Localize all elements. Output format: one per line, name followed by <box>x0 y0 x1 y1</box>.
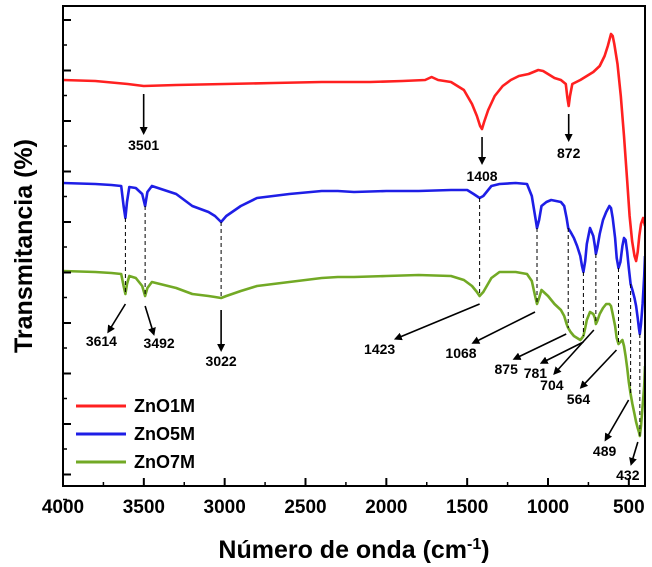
annotation-label: 489 <box>593 443 617 459</box>
guide-lines <box>124 198 641 436</box>
x-tick-label: 2000 <box>365 497 407 518</box>
y-ticks <box>63 19 71 501</box>
plot-frame <box>62 5 646 487</box>
annotation-arrow <box>629 441 639 466</box>
annotation-label: 3022 <box>206 353 237 369</box>
annotation-label: 3614 <box>86 333 117 349</box>
annotation-label: 3501 <box>128 137 159 153</box>
annotation-arrow <box>512 333 567 360</box>
series-line-1 <box>63 181 645 336</box>
annotation-875: 875 <box>495 333 567 377</box>
annotation-3492: 3492 <box>144 305 175 351</box>
annotation-arrow <box>393 303 480 341</box>
annotation-label: 781 <box>524 365 548 381</box>
annotation-arrow <box>579 349 618 389</box>
annotation-781: 781 <box>524 341 584 381</box>
x-tick-label: 500 <box>613 497 645 518</box>
legend-label-series-2: ZnO7M <box>134 452 195 472</box>
annotation-arrow <box>471 311 536 344</box>
x-tick-label: 3500 <box>123 497 165 518</box>
annotation-arrow <box>604 399 630 442</box>
annotation-arrow <box>144 305 156 336</box>
annotation-label: 432 <box>616 467 640 483</box>
annotation-label: 704 <box>540 377 564 393</box>
x-axis-title: Número de onda (cm-1) <box>218 536 489 564</box>
peak-annotations: 3501 1408 872 3614 3492 3022 1423 1068 875 781704… <box>86 94 640 483</box>
annotation-3022: 3022 <box>206 310 237 369</box>
annotation-1408: 1408 <box>466 137 498 184</box>
annotation-1068: 1068 <box>445 311 536 361</box>
x-axis-title-sup: -1 <box>467 536 481 553</box>
annotation-3501: 3501 <box>128 94 159 153</box>
x-axis-title-suffix: ) <box>481 536 489 564</box>
annotation-872: 872 <box>557 114 581 161</box>
annotation-489: 489 <box>593 399 630 459</box>
legend-label-series-1: ZnO5M <box>134 424 195 444</box>
annotation-label: 1423 <box>364 341 395 357</box>
annotation-label: 1068 <box>445 345 476 361</box>
annotation-label: 3492 <box>144 335 175 351</box>
legend-label-series-0: ZnO1M <box>134 396 195 416</box>
x-axis-ticks: 4000 3500 3000 2500 2000 1500 1000 500 <box>42 478 645 518</box>
legend: ZnO1M ZnO5M ZnO7M <box>76 396 195 472</box>
series-layer <box>63 32 645 438</box>
annotation-arrow <box>539 341 584 364</box>
annotation-label: 875 <box>495 361 519 377</box>
annotation-label: 872 <box>557 145 581 161</box>
annotation-564: 564 <box>567 349 618 407</box>
annotation-432: 432 <box>616 441 640 483</box>
x-tick-label: 1000 <box>527 497 569 518</box>
x-tick-label: 2500 <box>284 497 326 518</box>
x-tick-label: 3000 <box>204 497 246 518</box>
x-tick-label: 1500 <box>446 497 488 518</box>
annotation-3614: 3614 <box>86 303 127 349</box>
annotation-label: 1408 <box>466 168 497 184</box>
annotation-704: 704 <box>540 329 595 393</box>
series-line-0 <box>63 32 645 263</box>
annotation-arrow <box>553 329 595 375</box>
annotation-label: 564 <box>567 391 591 407</box>
series-line-2 <box>63 269 645 438</box>
annotation-arrow <box>107 303 127 334</box>
y-axis-title: Transmitancia (%) <box>10 139 38 353</box>
x-tick-label: 4000 <box>42 497 84 518</box>
annotation-1423: 1423 <box>364 303 480 357</box>
x-axis-title-main: Número de onda (cm <box>218 536 467 564</box>
